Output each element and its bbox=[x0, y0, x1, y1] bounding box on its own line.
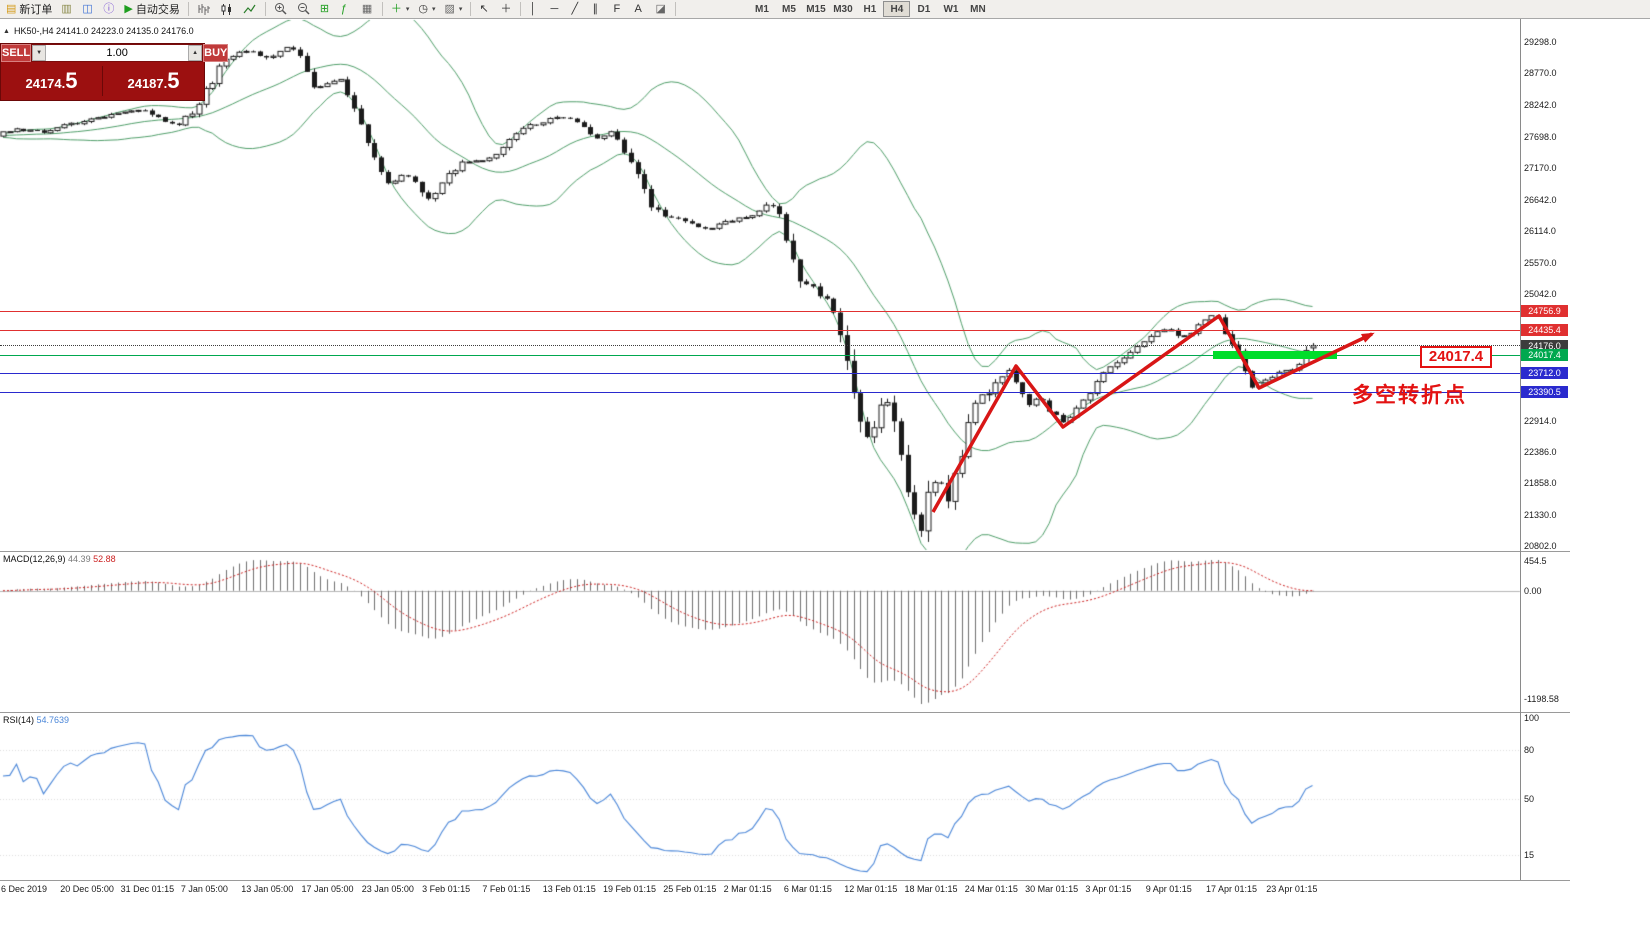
sell-button[interactable]: SELL bbox=[1, 44, 32, 62]
timeframe-d1-button[interactable]: D1 bbox=[910, 1, 937, 17]
trendline-tool-button[interactable]: ╱ bbox=[567, 1, 587, 18]
vertical-line-icon: │ bbox=[529, 2, 537, 15]
market-watch-icon: ◫ bbox=[82, 2, 93, 15]
zoom-out-icon bbox=[297, 3, 310, 15]
periods-button[interactable]: ◷ ▾ bbox=[414, 1, 439, 18]
channel-icon: ∥ bbox=[592, 2, 598, 15]
chevron-down-icon: ▾ bbox=[458, 6, 463, 13]
horizontal-line-tool-button[interactable]: ─ bbox=[546, 1, 566, 18]
new-order-button[interactable]: ▤ 新订单 bbox=[2, 1, 56, 18]
text-tool-button[interactable]: A bbox=[630, 1, 650, 18]
arrow-label-icon: ◪ bbox=[655, 2, 666, 15]
new-order-label: 新订单 bbox=[19, 4, 53, 16]
trade-panel-controls: SELL ▼ ▲ BUY bbox=[1, 44, 229, 62]
volume-spin-right: ▲ bbox=[188, 45, 203, 61]
timeframe-h4-button[interactable]: H4 bbox=[883, 1, 911, 17]
templates-button[interactable]: ▨ ▾ bbox=[441, 1, 467, 18]
crosshair-icon: ＋ bbox=[500, 2, 512, 15]
timeframe-m15-button[interactable]: M15 bbox=[802, 1, 829, 17]
line-chart-button[interactable] bbox=[239, 1, 261, 18]
toolbar-separator bbox=[675, 2, 677, 16]
fibonacci-tool-button[interactable]: F bbox=[609, 1, 629, 18]
objects-list-icon: ▦ bbox=[361, 2, 373, 15]
toolbar-separator bbox=[470, 2, 472, 16]
bar-chart-button[interactable] bbox=[193, 1, 215, 18]
sell-price-main: 24174. bbox=[25, 76, 66, 91]
trendline-icon: ╱ bbox=[571, 2, 579, 15]
volume-up-button[interactable]: ▲ bbox=[188, 45, 203, 61]
one-click-trade-panel: SELL ▼ ▲ BUY 24174.5 24187.5 bbox=[0, 43, 229, 101]
timeframe-w1-button[interactable]: W1 bbox=[937, 1, 964, 17]
bar-chart-icon bbox=[198, 3, 210, 15]
zoom-out-button[interactable] bbox=[293, 1, 315, 18]
zoom-in-icon bbox=[274, 3, 287, 15]
toolbar-separator bbox=[187, 2, 189, 16]
new-order-icon: ▤ bbox=[6, 2, 17, 15]
auto-trading-label: 自动交易 bbox=[135, 4, 180, 16]
horizontal-line-icon: ─ bbox=[550, 2, 559, 15]
fibonacci-icon: F bbox=[613, 2, 621, 15]
objects-list-button[interactable]: ▦ bbox=[358, 1, 378, 18]
data-window-icon: ⓘ bbox=[103, 2, 115, 15]
new-chart-icon: ＋ bbox=[390, 2, 402, 15]
crosshair-tool-button[interactable]: ＋ bbox=[496, 1, 516, 18]
buy-price-big: 5 bbox=[167, 68, 180, 93]
buy-button[interactable]: BUY bbox=[203, 44, 229, 62]
arrow-label-tool-button[interactable]: ◪ bbox=[651, 1, 671, 18]
chevron-down-icon: ▾ bbox=[432, 6, 436, 13]
toolbar-separator bbox=[381, 2, 383, 16]
indicators-button[interactable]: ƒ bbox=[337, 1, 357, 18]
sell-price-big: 5 bbox=[65, 68, 78, 93]
chart-shift-icon: ▥ bbox=[61, 2, 72, 15]
cursor-tool-button[interactable]: ↖ bbox=[475, 1, 495, 18]
timeframe-m1-button[interactable]: M1 bbox=[748, 1, 775, 17]
zoom-in-button[interactable] bbox=[270, 1, 292, 18]
auto-trading-play-icon: ▶ bbox=[124, 2, 133, 15]
indicators-icon: ƒ bbox=[340, 2, 347, 15]
volume-input[interactable] bbox=[46, 45, 189, 61]
candlestick-chart-icon bbox=[221, 3, 231, 15]
volume-spin-left: ▼ bbox=[32, 45, 47, 61]
volume-down-button[interactable]: ▼ bbox=[32, 45, 47, 61]
grid-icon: ⊞ bbox=[319, 2, 330, 15]
grid-button[interactable]: ⊞ bbox=[316, 1, 336, 18]
trade-panel-divider bbox=[102, 66, 103, 96]
buy-price[interactable]: 24187.5 bbox=[103, 68, 204, 94]
auto-trading-button[interactable]: ▶ 自动交易 bbox=[120, 1, 183, 18]
timeframe-group: M1 M5 M15 M30 H1 H4 D1 W1 MN bbox=[748, 1, 991, 17]
volume-stepper: ▼ ▲ bbox=[31, 44, 204, 62]
toolbar-separator bbox=[520, 2, 522, 16]
timeframe-h1-button[interactable]: H1 bbox=[856, 1, 883, 17]
candlestick-chart-button[interactable] bbox=[216, 1, 238, 18]
chevron-down-icon: ▾ bbox=[405, 6, 410, 13]
main-toolbar: ▤ 新订单 ▥ ◫ ⓘ ▶ 自动交易 ⊞ ƒ ▦ ＋ ▾ ◷ bbox=[0, 0, 1650, 19]
timeframe-mn-button[interactable]: MN bbox=[964, 1, 991, 17]
chart-shift-button[interactable]: ▥ bbox=[57, 1, 77, 18]
market-watch-button[interactable]: ◫ bbox=[78, 1, 98, 18]
toolbar-separator bbox=[264, 2, 266, 16]
line-chart-icon bbox=[243, 4, 256, 13]
timeframe-m30-button[interactable]: M30 bbox=[829, 1, 856, 17]
clock-icon: ◷ bbox=[418, 2, 428, 15]
channel-tool-button[interactable]: ∥ bbox=[588, 1, 608, 18]
cursor-icon: ↖ bbox=[479, 2, 489, 15]
sell-price[interactable]: 24174.5 bbox=[1, 68, 102, 94]
buy-price-main: 24187. bbox=[127, 76, 168, 91]
templates-icon: ▨ bbox=[444, 2, 455, 15]
trade-panel-quotes: 24174.5 24187.5 bbox=[1, 62, 204, 100]
text-tool-icon: A bbox=[634, 2, 642, 15]
data-window-button[interactable]: ⓘ bbox=[99, 1, 119, 18]
timeframe-m5-button[interactable]: M5 bbox=[775, 1, 802, 17]
new-chart-button[interactable]: ＋ ▾ bbox=[387, 1, 414, 18]
vertical-line-tool-button[interactable]: │ bbox=[525, 1, 545, 18]
